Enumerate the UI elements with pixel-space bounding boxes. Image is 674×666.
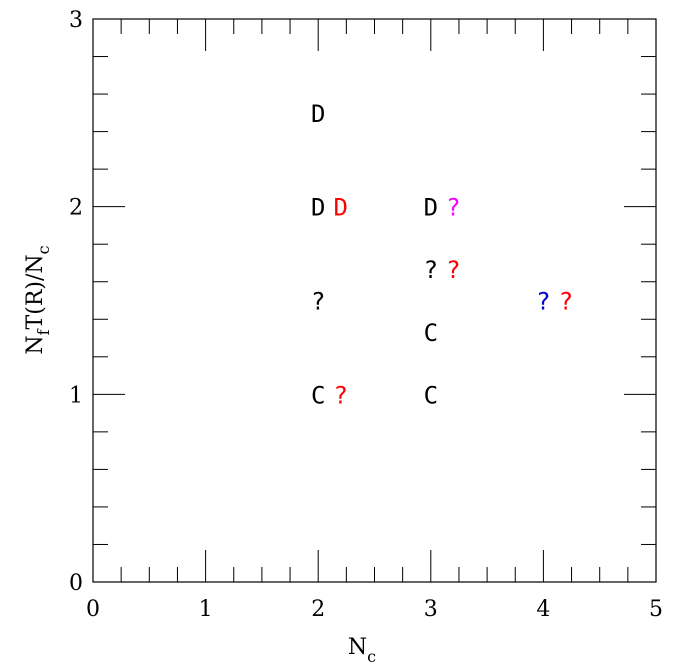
data-point: ? xyxy=(536,288,550,316)
data-point: D xyxy=(311,100,325,128)
y-tick-label: 1 xyxy=(69,383,83,408)
data-point: D xyxy=(311,194,325,222)
x-tick-label: 5 xyxy=(649,597,663,622)
y-axis-label: NfT(R)/Nc xyxy=(23,245,53,354)
data-point: C xyxy=(424,381,438,409)
x-axis-label: Nc xyxy=(348,635,376,666)
data-point: C xyxy=(424,319,438,347)
x-tick-label: 1 xyxy=(199,597,213,622)
x-axis-label-main: N xyxy=(348,635,367,660)
data-point: ? xyxy=(424,256,438,284)
data-point: C xyxy=(311,381,325,409)
y-tick-label: 0 xyxy=(69,571,83,596)
data-point: ? xyxy=(333,381,347,409)
x-tick-label: 4 xyxy=(536,597,550,622)
x-tick-label: 2 xyxy=(311,597,325,622)
y-tick-label: 2 xyxy=(69,196,83,221)
data-point: ? xyxy=(311,288,325,316)
x-tick-label: 0 xyxy=(86,597,100,622)
data-point: D xyxy=(424,194,438,222)
y-tick-label: 3 xyxy=(69,8,83,33)
data-point: ? xyxy=(446,256,460,284)
x-tick-label: 3 xyxy=(424,597,438,622)
data-points: DD D?C ?D?? ?CC?? xyxy=(311,100,573,410)
axis-ticks xyxy=(92,18,657,583)
data-point: ? xyxy=(559,288,573,316)
data-point: D xyxy=(333,194,347,222)
axis-tick-labels: 0 1 2 3 4 5 0 1 2 3 xyxy=(69,8,663,622)
data-point: ? xyxy=(446,194,460,222)
x-axis-label-sub: c xyxy=(367,647,376,666)
